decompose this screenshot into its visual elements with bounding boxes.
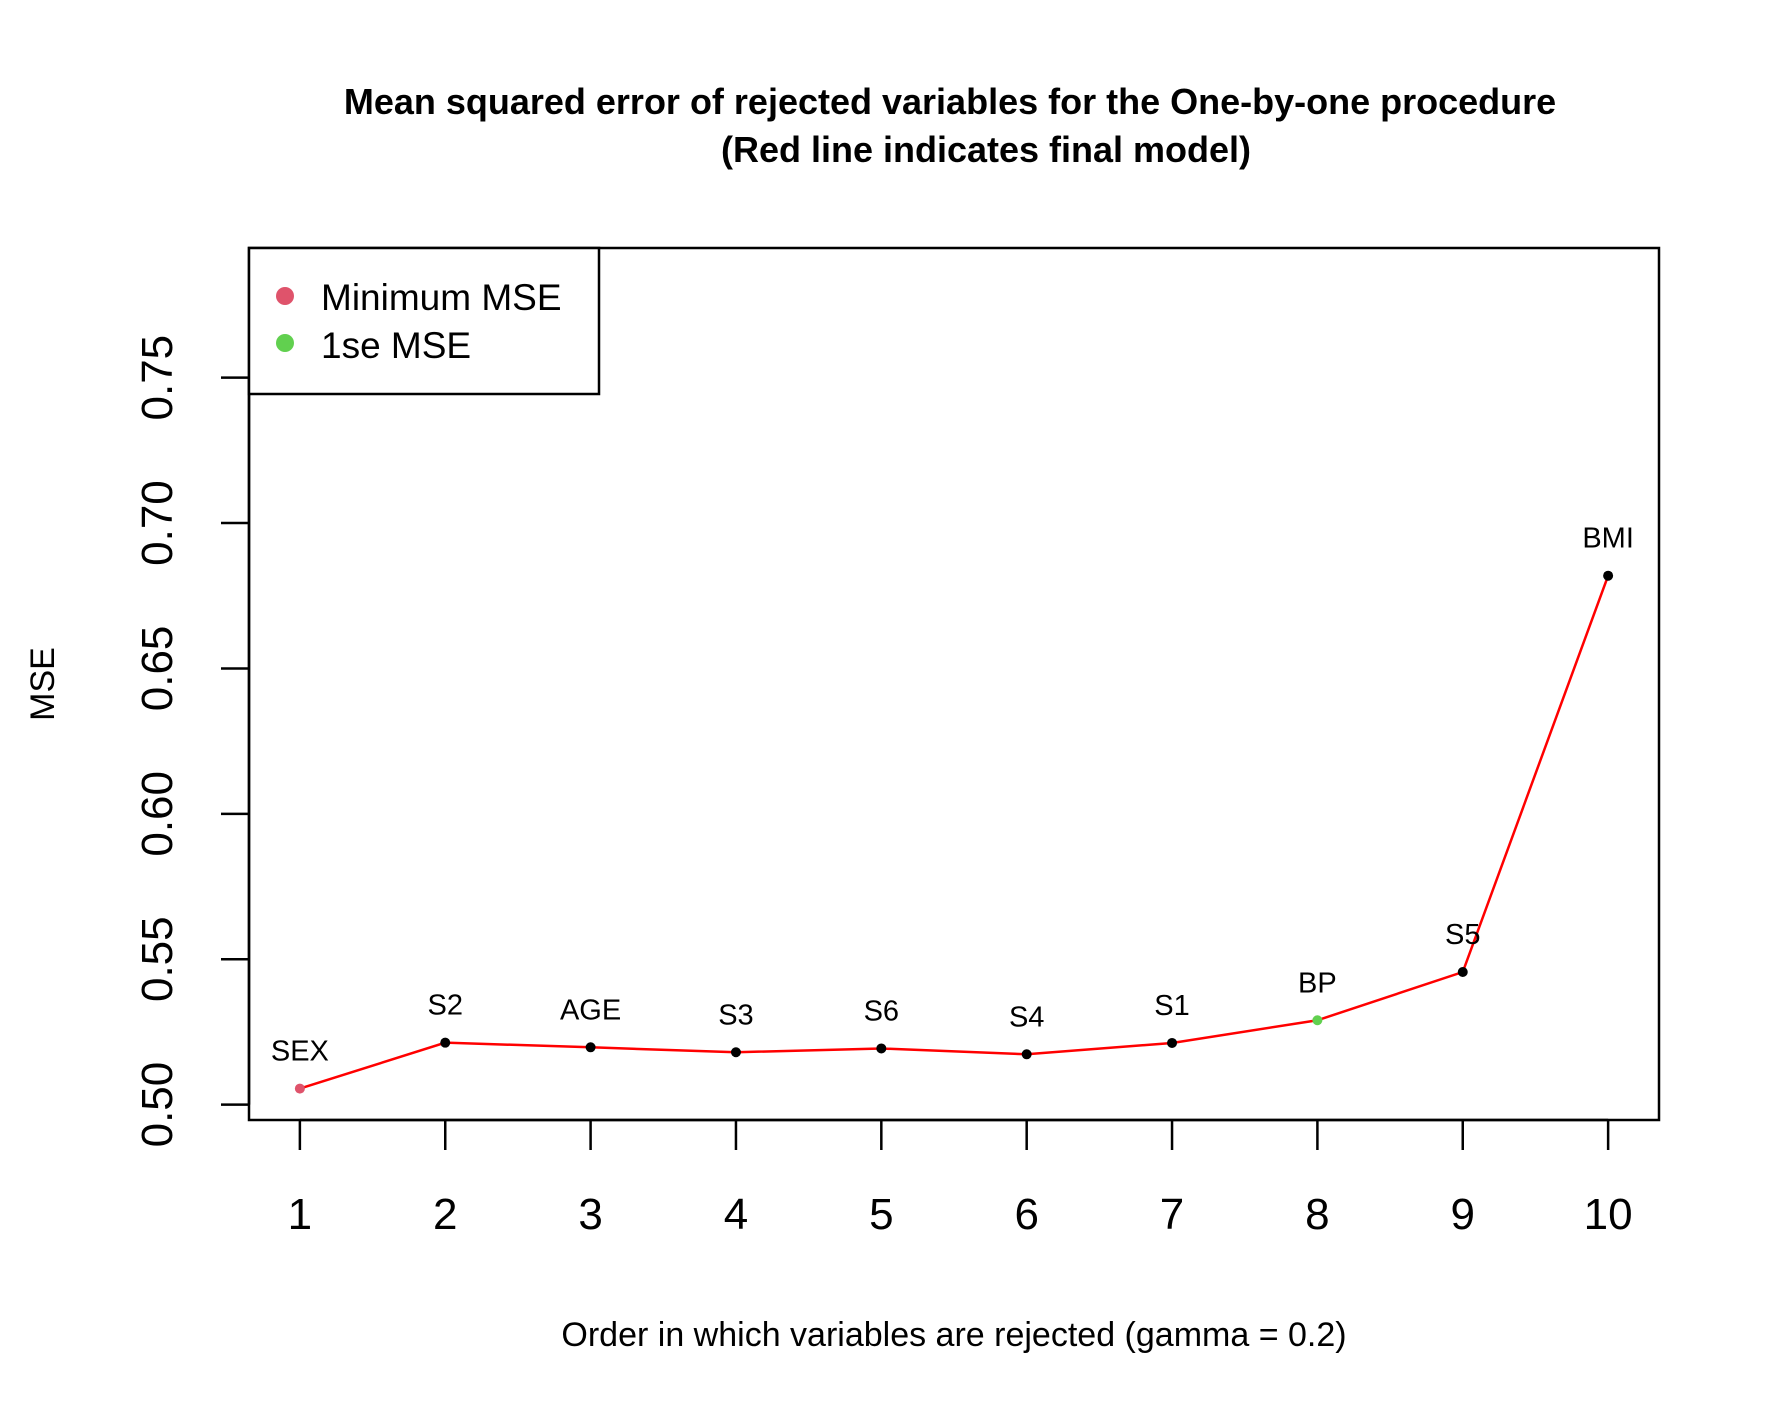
point-label: S3: [718, 999, 753, 1031]
data-point: [1312, 1015, 1323, 1026]
chart-title-line2: (Red line indicates final model): [721, 129, 1251, 170]
x-tick-label: 1: [288, 1190, 312, 1239]
x-tick-label: 6: [1014, 1190, 1038, 1239]
data-point: [1021, 1049, 1032, 1060]
point-label: S2: [427, 990, 462, 1022]
chart-title-line1: Mean squared error of rejected variables…: [344, 81, 1556, 122]
x-tick-label: 3: [578, 1190, 602, 1239]
y-axis-label: MSE: [24, 647, 62, 721]
point-label: SEX: [271, 1036, 329, 1068]
point-label: S1: [1154, 990, 1189, 1022]
data-point: [1603, 570, 1614, 581]
point-label: AGE: [560, 994, 621, 1026]
legend-marker-1se: [276, 334, 294, 352]
plot-frame: [247, 246, 1661, 1122]
series-layer: SEX S2 AGE S3 S6 S4 S1 BP S5 BMI: [271, 523, 1634, 1094]
point-label: S4: [1009, 1001, 1044, 1033]
x-tick-label: 8: [1305, 1190, 1329, 1239]
data-point: [294, 1083, 305, 1094]
y-tick-label: 0.60: [133, 771, 182, 857]
point-label: S6: [864, 995, 899, 1027]
legend-label-1se: 1se MSE: [321, 325, 471, 366]
y-tick-label: 0.50: [133, 1062, 182, 1148]
point-label: BP: [1298, 967, 1337, 999]
x-tick-label: 10: [1584, 1190, 1633, 1239]
y-tick-label: 0.65: [133, 626, 182, 712]
x-tick-label: 5: [869, 1190, 893, 1239]
legend: Minimum MSE 1se MSE: [247, 246, 601, 396]
x-tick-label: 9: [1451, 1190, 1475, 1239]
legend-box: [247, 246, 601, 396]
y-tick-label: 0.55: [133, 916, 182, 1002]
legend-marker-minimum: [276, 287, 294, 305]
point-label: BMI: [1582, 523, 1634, 555]
x-tick-label: 4: [724, 1190, 748, 1239]
data-point: [876, 1043, 887, 1054]
data-point: [1167, 1037, 1178, 1048]
y-axis: 0.50 0.55 0.60 0.65 0.70 0.75: [133, 335, 251, 1148]
y-tick-label: 0.75: [133, 335, 182, 421]
point-label: S5: [1445, 919, 1480, 951]
data-point: [585, 1042, 596, 1053]
data-point: [730, 1047, 741, 1058]
y-tick-label: 0.70: [133, 480, 182, 566]
x-axis-label: Order in which variables are rejected (g…: [561, 1316, 1346, 1354]
x-tick-label: 2: [433, 1190, 457, 1239]
mse-line: [299, 575, 1610, 1090]
data-point: [1457, 967, 1468, 978]
x-tick-label: 7: [1160, 1190, 1184, 1239]
legend-label-minimum: Minimum MSE: [321, 277, 562, 318]
data-point: [440, 1037, 451, 1048]
